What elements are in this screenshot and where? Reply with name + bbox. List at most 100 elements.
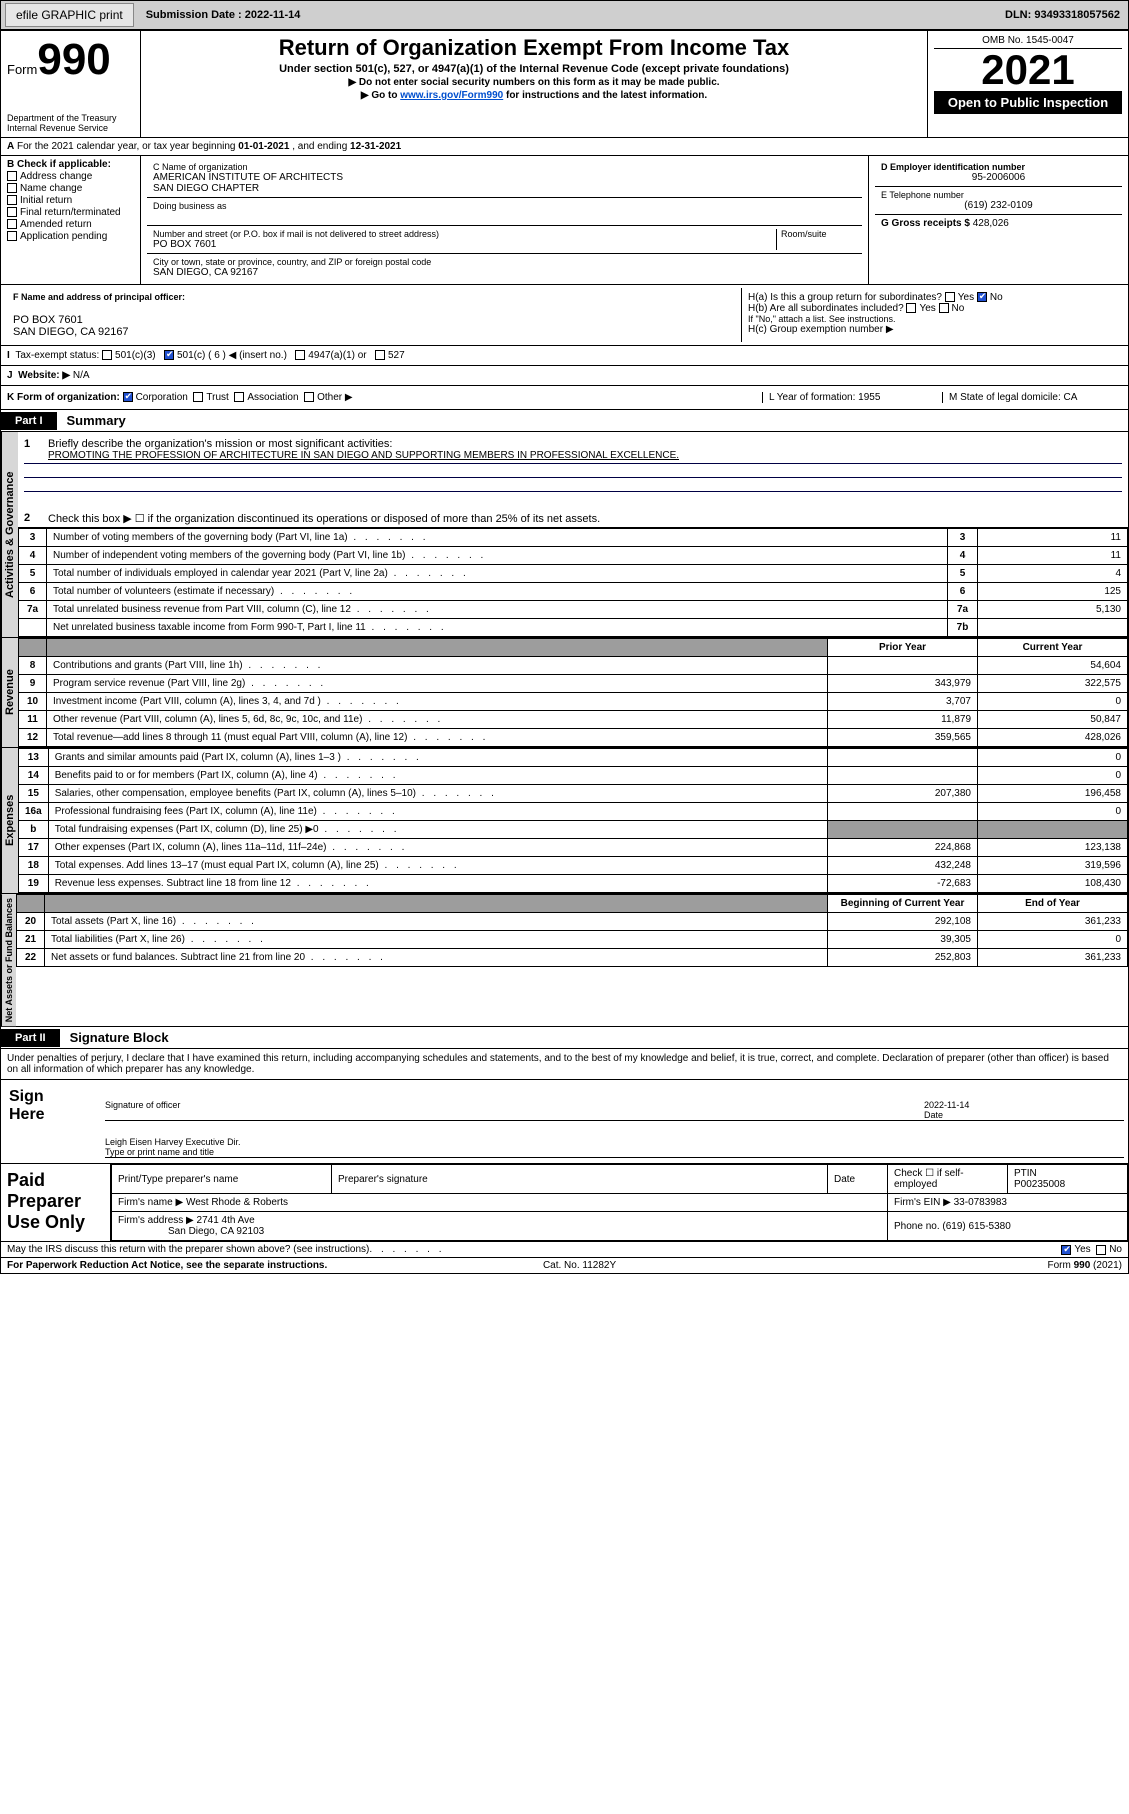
dept-treasury: Department of the Treasury Internal Reve…	[7, 113, 134, 133]
form-prefix: Form	[7, 62, 37, 77]
table-row: 11Other revenue (Part VIII, column (A), …	[19, 711, 1128, 729]
table-row: 13Grants and similar amounts paid (Part …	[19, 749, 1128, 767]
part2-title: Signature Block	[60, 1027, 179, 1048]
form-number-cell: Form990 Department of the Treasury Inter…	[1, 31, 141, 137]
firm-phone: Phone no. (619) 615-5380	[888, 1212, 1128, 1241]
period-begin: 01-01-2021	[238, 141, 289, 152]
governance-table: 3Number of voting members of the governi…	[18, 528, 1128, 637]
netassets-section: Net Assets or Fund Balances Beginning of…	[0, 894, 1129, 1027]
chk-501c[interactable]	[164, 350, 174, 360]
chk-initial[interactable]: Initial return	[7, 195, 134, 206]
subtitle-2: ▶ Do not enter social security numbers o…	[147, 77, 921, 88]
org-name: AMERICAN INSTITUTE OF ARCHITECTS SAN DIE…	[153, 172, 856, 194]
revenue-table: Prior YearCurrent Year8Contributions and…	[18, 638, 1128, 747]
chk-4947[interactable]	[295, 350, 305, 360]
prep-name-label: Print/Type preparer's name	[112, 1165, 332, 1194]
firm-addr: Firm's address ▶ 2741 4th Ave San Diego,…	[112, 1212, 888, 1241]
table-header: Beginning of Current YearEnd of Year	[17, 895, 1128, 913]
main-title: Return of Organization Exempt From Incom…	[147, 35, 921, 61]
year-box: OMB No. 1545-0047 2021 Open to Public In…	[928, 31, 1128, 137]
goto-pre: ▶ Go to	[361, 90, 400, 101]
table-row: Net unrelated business taxable income fr…	[19, 619, 1128, 637]
irs-link[interactable]: www.irs.gov/Form990	[400, 90, 503, 101]
paperwork-notice: For Paperwork Reduction Act Notice, see …	[7, 1260, 327, 1271]
chk-address[interactable]: Address change	[7, 171, 134, 182]
table-row: 22Net assets or fund balances. Subtract …	[17, 949, 1128, 967]
street-label: Number and street (or P.O. box if mail i…	[153, 229, 776, 239]
chk-trust[interactable]	[193, 392, 203, 402]
sign-here-label: Sign Here	[1, 1080, 81, 1163]
sig-name: Leigh Eisen Harvey Executive Dir.Type or…	[105, 1123, 1124, 1157]
ptin-cell: PTINP00235008	[1008, 1165, 1128, 1194]
table-row: 20Total assets (Part X, line 16)292,1083…	[17, 913, 1128, 931]
hb-yes[interactable]	[906, 303, 916, 313]
topbar: efile GRAPHIC print Submission Date : 20…	[0, 0, 1129, 30]
gross-label: G Gross receipts $	[881, 218, 973, 229]
ha-yes[interactable]	[945, 292, 955, 302]
officer-h-block: F Name and address of principal officer:…	[0, 285, 1129, 346]
side-expenses: Expenses	[1, 748, 18, 893]
table-row: 21Total liabilities (Part X, line 26)39,…	[17, 931, 1128, 949]
table-row: 19Revenue less expenses. Subtract line 1…	[19, 875, 1128, 893]
table-row: 3Number of voting members of the governi…	[19, 529, 1128, 547]
chk-final[interactable]: Final return/terminated	[7, 207, 134, 218]
city-val: SAN DIEGO, CA 92167	[153, 267, 856, 278]
table-row: 4Number of independent voting members of…	[19, 547, 1128, 565]
side-revenue: Revenue	[1, 638, 18, 747]
officer-addr2: SAN DIEGO, CA 92167	[13, 326, 735, 338]
chk-amended[interactable]: Amended return	[7, 219, 134, 230]
ein-label: D Employer identification number	[881, 162, 1116, 172]
revenue-section: Revenue Prior YearCurrent Year8Contribut…	[0, 638, 1129, 748]
hb-no[interactable]	[939, 303, 949, 313]
spacer	[312, 11, 993, 19]
prep-date-label: Date	[828, 1165, 888, 1194]
dln-number: DLN: 93493318057562	[997, 5, 1128, 25]
gross-val: 428,026	[973, 218, 1009, 229]
governance-section: Activities & Governance 1Briefly describ…	[0, 432, 1129, 638]
ha-no[interactable]	[977, 292, 987, 302]
chk-name[interactable]: Name change	[7, 183, 134, 194]
officer-label: F Name and address of principal officer:	[13, 292, 735, 302]
chk-527[interactable]	[375, 350, 385, 360]
table-row: 15Salaries, other compensation, employee…	[19, 785, 1128, 803]
expenses-section: Expenses 13Grants and similar amounts pa…	[0, 748, 1129, 894]
period-row: A For the 2021 calendar year, or tax yea…	[0, 138, 1129, 156]
prep-selfemp: Check ☐ if self-employed	[888, 1165, 1008, 1194]
chk-corp[interactable]	[123, 392, 133, 402]
chk-assoc[interactable]	[234, 392, 244, 402]
part1-title: Summary	[57, 410, 136, 431]
table-row: 6Total number of volunteers (estimate if…	[19, 583, 1128, 601]
mission-label: Briefly describe the organization's miss…	[48, 438, 392, 450]
officer-addr1: PO BOX 7601	[13, 314, 735, 326]
efile-print-button[interactable]: efile GRAPHIC print	[5, 3, 134, 27]
check-applicable: B Check if applicable: Address change Na…	[1, 156, 141, 284]
subtitle-3: ▶ Go to www.irs.gov/Form990 for instruct…	[147, 90, 921, 101]
table-row: 7aTotal unrelated business revenue from …	[19, 601, 1128, 619]
discuss-yes[interactable]	[1061, 1245, 1071, 1255]
discuss-no[interactable]	[1096, 1245, 1106, 1255]
line2-text: Check this box ▶ ☐ if the organization d…	[48, 512, 600, 525]
dba-label: Doing business as	[153, 201, 856, 211]
part2-tab: Part II	[1, 1029, 60, 1047]
side-netassets: Net Assets or Fund Balances	[1, 894, 16, 1026]
table-row: 18Total expenses. Add lines 13–17 (must …	[19, 857, 1128, 875]
goto-post: for instructions and the latest informat…	[503, 90, 707, 101]
period-pre: For the 2021 calendar year, or tax year …	[17, 141, 238, 152]
chk-pending[interactable]: Application pending	[7, 231, 134, 242]
table-row: 14Benefits paid to or for members (Part …	[19, 767, 1128, 785]
discuss-text: May the IRS discuss this return with the…	[7, 1244, 369, 1255]
checkb-label: B Check if applicable:	[7, 159, 134, 170]
table-row: 17Other expenses (Part IX, column (A), l…	[19, 839, 1128, 857]
table-header: Prior YearCurrent Year	[19, 639, 1128, 657]
expenses-table: 13Grants and similar amounts paid (Part …	[18, 748, 1128, 893]
tax-status-row: I Tax-exempt status: 501(c)(3) 501(c) ( …	[0, 346, 1129, 366]
chk-501c3[interactable]	[102, 350, 112, 360]
chk-other[interactable]	[304, 392, 314, 402]
sig-date: 2022-11-14Date	[924, 1086, 1124, 1120]
org-info: C Name of organization AMERICAN INSTITUT…	[141, 156, 868, 284]
period-mid: , and ending	[289, 141, 350, 152]
paid-preparer-table: Print/Type preparer's name Preparer's si…	[111, 1164, 1128, 1241]
domicile: M State of legal domicile: CA	[942, 392, 1122, 403]
part1-tab: Part I	[1, 412, 57, 430]
discuss-answer: Yes No	[1061, 1244, 1122, 1255]
